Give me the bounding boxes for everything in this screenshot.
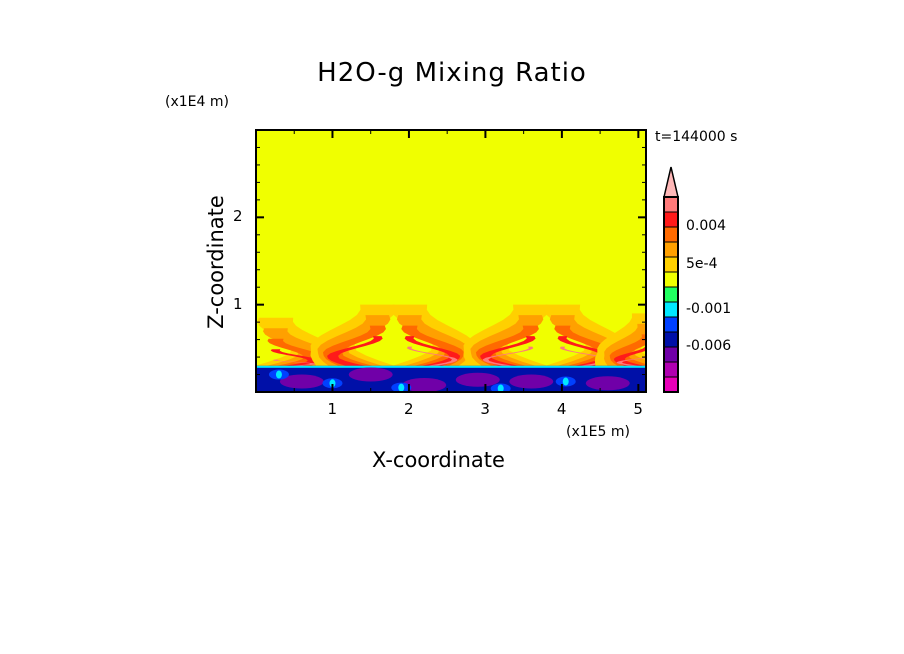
colorbar-segment [663,256,679,273]
colorbar-label: -0.001 [686,300,732,317]
y-tick-label: 1 [233,294,243,313]
plume-4-band-4 [480,336,536,366]
plume-3-band-5 [406,346,458,366]
colorbar-extend-triangle [663,166,679,198]
x-tick-label: 5 [633,400,643,418]
purple-blob-2 [402,378,447,392]
colorbar-segment [663,196,679,213]
x-axis-label: X-coordinate [372,448,505,472]
x-tick-label: 2 [403,400,414,418]
colorbar-segment [663,286,679,303]
plume-4-band-3 [475,325,539,366]
plot-frame [255,129,647,393]
cyan-blob-4 [562,377,569,386]
surface-layer-edge [256,365,646,368]
plume-3-band-4 [404,336,461,366]
x-tick-label: 3 [480,400,490,418]
x-tick-label: 4 [556,400,567,418]
plume-6-band-4 [613,344,646,366]
y-tick-label: 2 [233,207,243,226]
colorbar-segment [663,241,679,258]
plume-2-band-4 [327,336,383,366]
x-tick-label: 1 [327,400,338,418]
colorbar-label: 5e-4 [686,255,718,272]
colorbar-frame [663,196,679,393]
colorbar-segment [663,226,679,243]
x-axis-multiplier: (x1E5 m) [566,424,630,440]
cyan-blob-1 [275,370,282,379]
purple-blob-1 [279,374,324,389]
colorbar-segment [663,346,679,363]
colorbar-label: -0.006 [686,338,732,354]
plume-5-band-5 [559,346,611,366]
plume-3-band-3 [401,325,465,366]
colorbar-segment [663,301,679,318]
plume-5-band-4 [557,336,614,366]
field [256,130,646,392]
purple-blob-4 [509,374,554,389]
time-label: t=144000 s [655,129,738,145]
colorbar-segment [663,331,679,348]
cyan-blob-5 [497,384,504,392]
cyan-blob-3 [398,383,405,392]
cyan-blob-2 [329,379,336,388]
colorbar-segment [663,271,679,288]
colorbar-label: 0.004 [686,218,727,234]
chart-title: H2O-g Mixing Ratio [317,58,587,88]
colorbar-segment [663,361,679,378]
plume-6-band-5 [616,356,646,366]
plume-1-band-4 [270,349,319,366]
plume-1-band-5 [273,359,317,366]
purple-blob-6 [348,367,393,382]
colorbar-segment [663,316,679,333]
plume-2-band-3 [322,325,386,366]
purple-blob-3 [455,372,500,387]
plume-4-band-5 [482,346,534,366]
colorbar-segment [663,376,679,393]
colorbar-segment [663,211,679,228]
y-axis-multiplier: (x1E4 m) [165,94,229,110]
purple-blob-5 [585,376,630,391]
